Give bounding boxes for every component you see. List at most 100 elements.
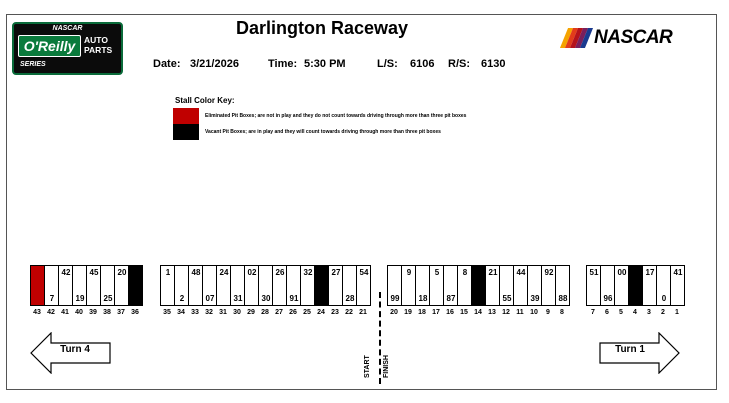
- car-number: 32: [303, 268, 313, 277]
- pit-box-40: 19: [73, 266, 87, 305]
- stall-number: 12: [502, 309, 510, 316]
- stall-number: 17: [432, 309, 440, 316]
- pit-group-4: 51 96 00 17 0 41: [586, 265, 685, 306]
- logo-series-text: SERIES: [20, 61, 46, 68]
- stall-number: 20: [390, 309, 398, 316]
- start-label: START: [364, 355, 371, 378]
- nascar-logo-text: NASCAR: [594, 27, 673, 48]
- stall-number: 34: [177, 309, 185, 316]
- stall-number: 21: [359, 309, 367, 316]
- finish-label: FINISH: [383, 355, 390, 378]
- pit-box-41: 42: [59, 266, 73, 305]
- stall-number: 22: [345, 309, 353, 316]
- pit-box-1: 41: [671, 266, 685, 305]
- car-number: 45: [89, 268, 99, 277]
- eliminated-swatch: [173, 108, 199, 124]
- stall-number: 43: [33, 309, 41, 316]
- stall-number: 14: [474, 309, 482, 316]
- stall-number: 8: [560, 309, 564, 316]
- car-number: 87: [446, 294, 456, 303]
- stall-number: 27: [275, 309, 283, 316]
- car-number: 91: [289, 294, 299, 303]
- page-frame: [6, 14, 717, 390]
- pit-box-25: 32: [301, 266, 315, 305]
- pit-box-13: 21: [486, 266, 500, 305]
- car-number: 39: [530, 294, 540, 303]
- car-number: 5: [434, 268, 440, 277]
- pit-box-16: 87: [444, 266, 458, 305]
- stall-number: 19: [404, 309, 412, 316]
- stall-number: 41: [61, 309, 69, 316]
- car-number: 42: [61, 268, 71, 277]
- pit-box-8: 88: [556, 266, 570, 305]
- car-number: 19: [75, 294, 85, 303]
- logo-nascar-text: NASCAR: [52, 25, 83, 32]
- color-key-title: Stall Color Key:: [175, 96, 235, 105]
- vacant-swatch: [173, 124, 199, 140]
- pit-box-22: 28: [343, 266, 357, 305]
- pit-group-1: 7 42 19 45 25 20: [30, 265, 143, 306]
- car-number: 96: [603, 294, 613, 303]
- stall-number: 24: [317, 309, 325, 316]
- car-number: 99: [390, 294, 400, 303]
- rs-value: 6130: [481, 58, 506, 70]
- stall-number: 13: [488, 309, 496, 316]
- car-number: 17: [645, 268, 655, 277]
- pit-box-5: 00: [615, 266, 629, 305]
- car-number: 18: [418, 294, 428, 303]
- logo-brand-text: O'Reilly: [18, 35, 81, 57]
- pit-box-37: 20: [115, 266, 129, 305]
- turn-1-label: Turn 1: [615, 344, 645, 355]
- stall-numbers-1: 43 42 41 40 39 38 37 36: [30, 309, 142, 316]
- pit-box-31: 24: [217, 266, 231, 305]
- pit-box-39: 45: [87, 266, 101, 305]
- turn-4-arrow-icon: [30, 332, 111, 374]
- stall-number: 30: [233, 309, 241, 316]
- pit-box-11: 44: [514, 266, 528, 305]
- stall-number: 32: [205, 309, 213, 316]
- turn-4-label: Turn 4: [60, 344, 90, 355]
- pit-box-21: 54: [357, 266, 371, 305]
- car-number: 20: [117, 268, 127, 277]
- car-number: 51: [589, 268, 599, 277]
- pit-box-26: 91: [287, 266, 301, 305]
- stall-number: 42: [47, 309, 55, 316]
- stall-number: 18: [418, 309, 426, 316]
- pit-box-9: 92: [542, 266, 556, 305]
- ls-label: L/S:: [377, 58, 398, 70]
- pit-box-14: [472, 266, 486, 305]
- car-number: 28: [345, 294, 355, 303]
- start-finish-line: [379, 292, 381, 384]
- car-number: 02: [247, 268, 257, 277]
- stall-number: 40: [75, 309, 83, 316]
- car-number: 7: [49, 294, 55, 303]
- pit-box-19: 9: [402, 266, 416, 305]
- pit-box-34: 2: [175, 266, 189, 305]
- stall-number: 16: [446, 309, 454, 316]
- car-number: 2: [179, 294, 185, 303]
- stall-numbers-4: 7 6 5 4 3 2 1: [586, 309, 684, 316]
- pit-box-10: 39: [528, 266, 542, 305]
- car-number: 8: [462, 268, 468, 277]
- stall-number: 31: [219, 309, 227, 316]
- logo-parts-text: AUTO PARTS: [84, 35, 113, 55]
- pit-box-7: 51: [587, 266, 601, 305]
- turn-1-arrow-icon: [599, 332, 680, 374]
- car-number: 25: [103, 294, 113, 303]
- stall-numbers-3: 20 19 18 17 16 15 14 13 12 11 10 9 8: [387, 309, 569, 316]
- stall-number: 5: [619, 309, 623, 316]
- ls-value: 6106: [410, 58, 435, 70]
- stall-number: 35: [163, 309, 171, 316]
- pit-box-4: [629, 266, 643, 305]
- stall-number: 2: [661, 309, 665, 316]
- pit-box-17: 5: [430, 266, 444, 305]
- stall-number: 26: [289, 309, 297, 316]
- car-number: 88: [558, 294, 568, 303]
- car-number: 0: [661, 294, 667, 303]
- stall-number: 39: [89, 309, 97, 316]
- stall-number: 36: [131, 309, 139, 316]
- eliminated-description: Eliminated Pit Boxes; are not in play an…: [205, 113, 467, 119]
- car-number: 48: [191, 268, 201, 277]
- stall-number: 38: [103, 309, 111, 316]
- stall-number: 37: [117, 309, 125, 316]
